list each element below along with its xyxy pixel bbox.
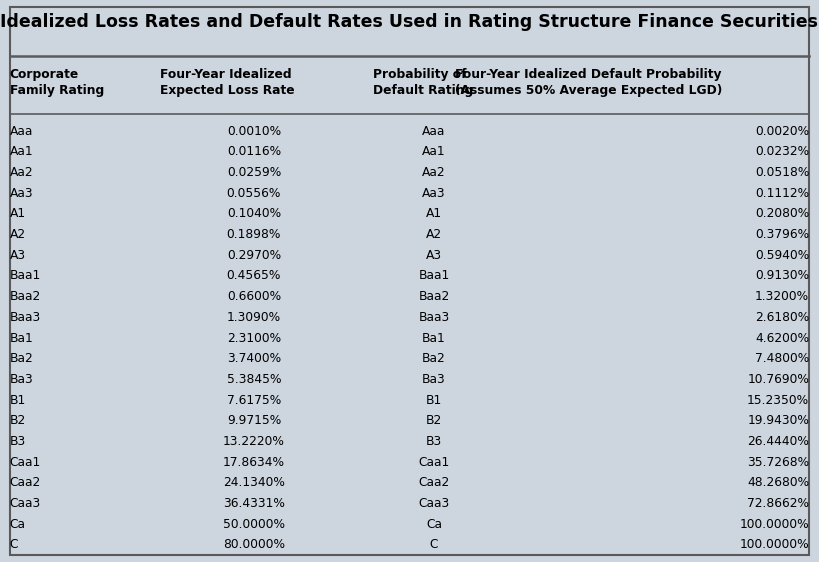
Text: 0.1898%: 0.1898% [227,228,281,241]
Text: 13.2220%: 13.2220% [223,435,285,448]
Text: Ba1: Ba1 [10,332,34,345]
Text: Ba1: Ba1 [423,332,446,345]
Text: Caa3: Caa3 [10,497,41,510]
Text: 2.6180%: 2.6180% [755,311,809,324]
Text: Probability of
Default Rating: Probability of Default Rating [373,68,473,97]
Text: 9.9715%: 9.9715% [227,414,281,427]
Text: 0.3796%: 0.3796% [755,228,809,241]
Text: Aa1: Aa1 [10,146,34,158]
Text: Ba2: Ba2 [423,352,446,365]
Text: 0.0020%: 0.0020% [755,125,809,138]
Text: Caa1: Caa1 [419,456,450,469]
Text: 0.0259%: 0.0259% [227,166,281,179]
Text: Four-Year Idealized Default Probability
(Assumes 50% Average Expected LGD): Four-Year Idealized Default Probability … [455,68,722,97]
Text: A3: A3 [426,249,442,262]
Text: Caa1: Caa1 [10,456,41,469]
Text: B2: B2 [10,414,26,427]
Text: Caa3: Caa3 [419,497,450,510]
Text: 3.7400%: 3.7400% [227,352,281,365]
Text: Aa3: Aa3 [10,187,34,200]
Text: 50.0000%: 50.0000% [223,518,285,531]
Text: 0.0010%: 0.0010% [227,125,281,138]
Text: Baa3: Baa3 [419,311,450,324]
Text: 0.6600%: 0.6600% [227,290,281,303]
Text: 5.3845%: 5.3845% [227,373,281,386]
Text: 0.4565%: 0.4565% [227,270,281,283]
Text: B3: B3 [426,435,442,448]
Text: Aaa: Aaa [423,125,446,138]
Text: Ba3: Ba3 [10,373,34,386]
Text: A2: A2 [426,228,442,241]
Text: Four-Year Idealized
Expected Loss Rate: Four-Year Idealized Expected Loss Rate [160,68,294,97]
Text: Caa2: Caa2 [419,477,450,490]
Text: 0.0116%: 0.0116% [227,146,281,158]
Text: 4.6200%: 4.6200% [755,332,809,345]
Text: Aa3: Aa3 [423,187,446,200]
Text: B1: B1 [10,393,26,406]
Text: Idealized Loss Rates and Default Rates Used in Rating Structure Finance Securiti: Idealized Loss Rates and Default Rates U… [1,13,818,31]
Text: 7.4800%: 7.4800% [755,352,809,365]
Text: 0.1040%: 0.1040% [227,207,281,220]
Text: 19.9430%: 19.9430% [747,414,809,427]
Text: 0.0518%: 0.0518% [755,166,809,179]
Text: 26.4440%: 26.4440% [747,435,809,448]
Text: 1.3200%: 1.3200% [755,290,809,303]
Text: Baa2: Baa2 [10,290,41,303]
Text: 72.8662%: 72.8662% [747,497,809,510]
Text: 15.2350%: 15.2350% [747,393,809,406]
Text: Aa2: Aa2 [423,166,446,179]
Text: Baa1: Baa1 [419,270,450,283]
Text: 17.8634%: 17.8634% [223,456,285,469]
Text: 100.0000%: 100.0000% [740,518,809,531]
Text: 2.3100%: 2.3100% [227,332,281,345]
Text: 0.2970%: 0.2970% [227,249,281,262]
Text: Caa2: Caa2 [10,477,41,490]
Text: Baa1: Baa1 [10,270,41,283]
Text: Aa2: Aa2 [10,166,34,179]
Text: 48.2680%: 48.2680% [747,477,809,490]
Text: B2: B2 [426,414,442,427]
Text: C: C [430,538,438,551]
Text: 7.6175%: 7.6175% [227,393,281,406]
Text: Baa3: Baa3 [10,311,41,324]
Text: A1: A1 [426,207,442,220]
Text: 10.7690%: 10.7690% [747,373,809,386]
Text: Ca: Ca [10,518,26,531]
Text: B1: B1 [426,393,442,406]
Text: 24.1340%: 24.1340% [223,477,285,490]
Text: 100.0000%: 100.0000% [740,538,809,551]
Text: Ba2: Ba2 [10,352,34,365]
Text: 0.1112%: 0.1112% [755,187,809,200]
Text: A3: A3 [10,249,26,262]
Text: Corporate
Family Rating: Corporate Family Rating [10,68,104,97]
Text: 0.2080%: 0.2080% [755,207,809,220]
Text: B3: B3 [10,435,26,448]
Text: 0.0232%: 0.0232% [755,146,809,158]
Text: A1: A1 [10,207,26,220]
Text: 80.0000%: 80.0000% [223,538,285,551]
Text: 0.5940%: 0.5940% [755,249,809,262]
Text: Ba3: Ba3 [423,373,446,386]
Text: A2: A2 [10,228,26,241]
Text: Aaa: Aaa [10,125,34,138]
Text: Ca: Ca [426,518,442,531]
Text: C: C [10,538,18,551]
Text: Baa2: Baa2 [419,290,450,303]
Text: 0.0556%: 0.0556% [227,187,281,200]
Text: 35.7268%: 35.7268% [747,456,809,469]
Text: 1.3090%: 1.3090% [227,311,281,324]
Text: 0.9130%: 0.9130% [755,270,809,283]
Text: 36.4331%: 36.4331% [223,497,285,510]
Text: Aa1: Aa1 [423,146,446,158]
